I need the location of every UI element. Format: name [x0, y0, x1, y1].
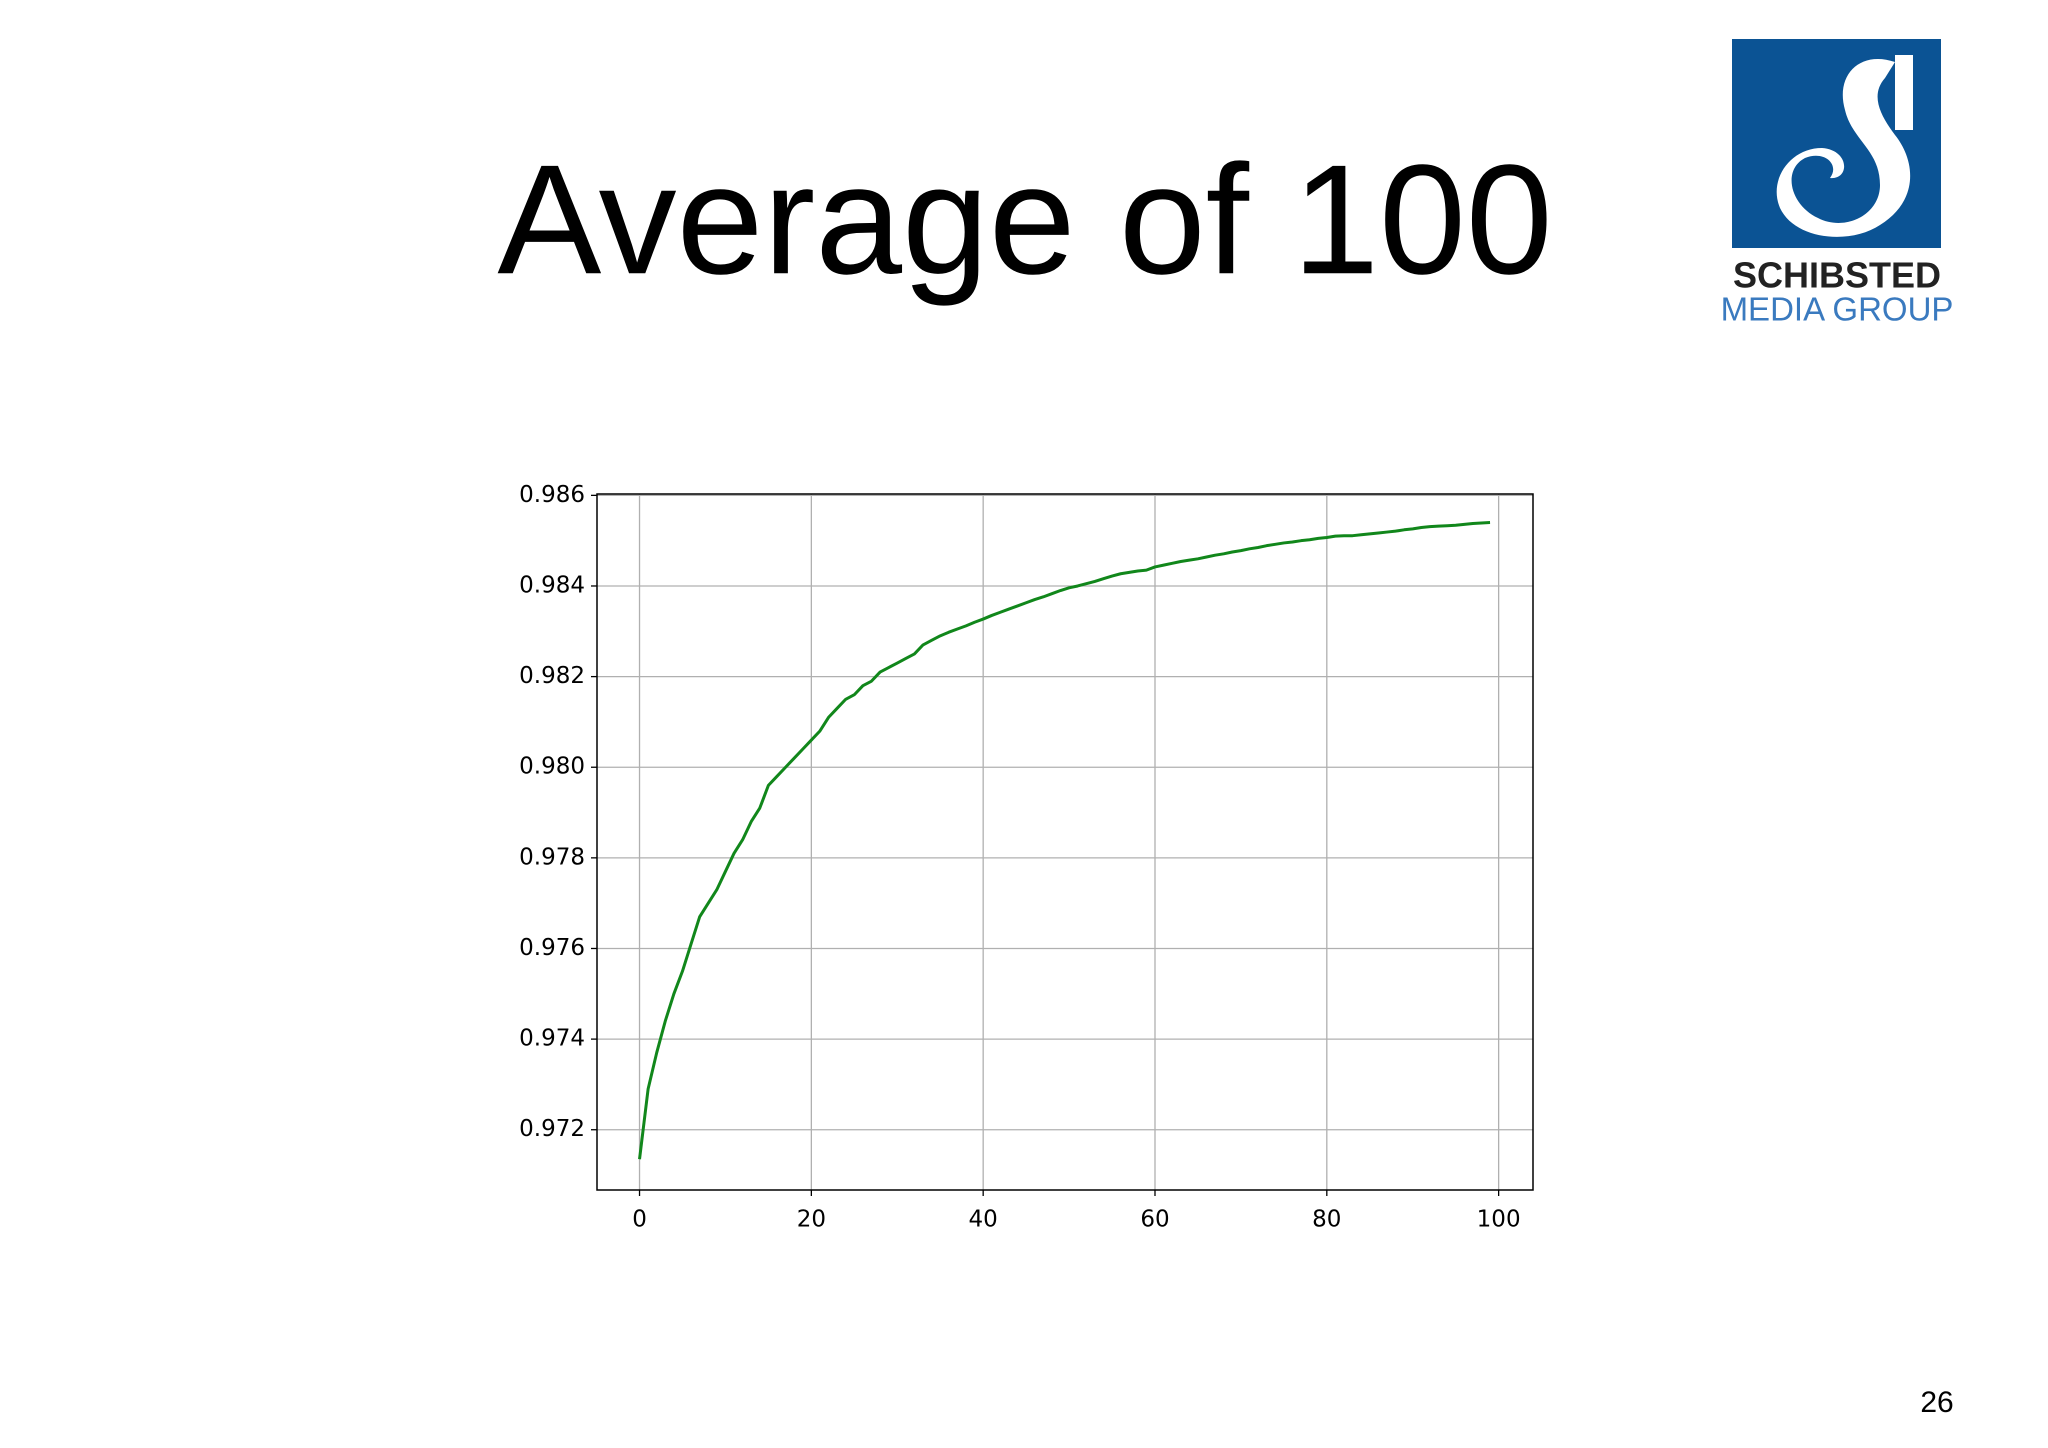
y-tick-label: 0.976	[519, 935, 585, 961]
x-tick-label: 40	[969, 1207, 998, 1233]
x-tick-label: 60	[1140, 1207, 1169, 1233]
chart: 0.972 0.974 0.976 0.978 0.980 0.982 0.984 0.986…	[519, 482, 1534, 1233]
x-tick-label: 20	[797, 1207, 826, 1233]
x-tick-label: 80	[1312, 1207, 1341, 1233]
logo-s-bar	[1895, 55, 1913, 130]
x-tick-label: 100	[1477, 1207, 1521, 1233]
slide-title: Average of 100	[497, 133, 1552, 307]
page-number: 26	[1920, 1386, 1953, 1419]
y-tick-label: 0.984	[519, 572, 585, 598]
logo-s	[1776, 58, 1911, 237]
y-tick-label: 0.974	[519, 1026, 585, 1052]
data-line	[638, 521, 1491, 1160]
plot-frame	[596, 493, 1534, 1191]
logo-subtitle: MEDIA GROUP	[1721, 291, 1954, 328]
y-tick-label: 0.972	[519, 1116, 585, 1142]
y-tick-label: 0.982	[519, 663, 585, 689]
logo-name: SCHIBSTED	[1733, 255, 1941, 296]
x-tick-label: 0	[632, 1207, 647, 1233]
y-tick-label: 0.986	[519, 482, 585, 508]
y-tick-label: 0.980	[519, 754, 585, 780]
logo: SCHIBSTED MEDIA GROUP	[1721, 39, 1954, 328]
y-tick-label: 0.978	[519, 844, 585, 870]
